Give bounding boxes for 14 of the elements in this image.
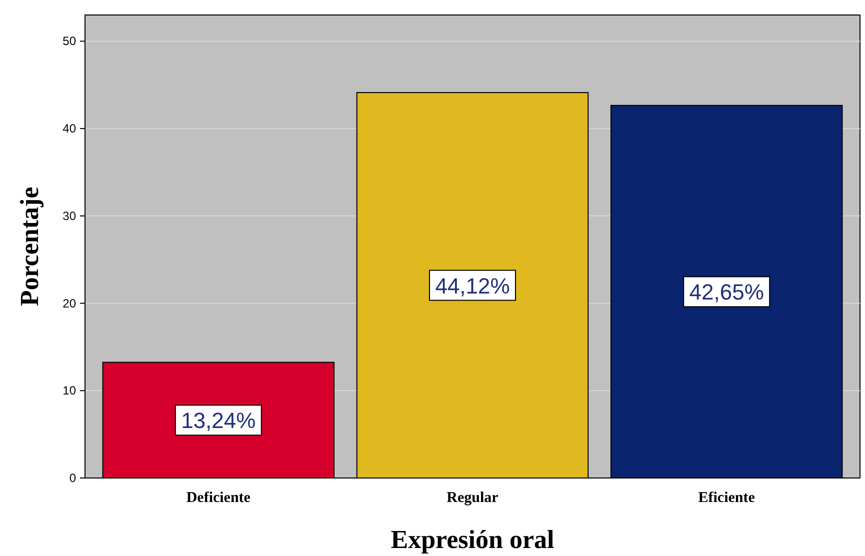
- y-axis-title: Porcentaje: [15, 186, 44, 306]
- x-axis-title: Expresión oral: [390, 525, 554, 554]
- y-tick-label: 0: [69, 471, 76, 485]
- data-label: 13,24%: [181, 408, 256, 434]
- y-tick-label: 30: [62, 208, 76, 223]
- x-tick-label: Deficiente: [186, 490, 251, 506]
- y-tick-label: 40: [62, 122, 76, 136]
- x-tick-label: Eficiente: [698, 490, 756, 506]
- data-label: 42,65%: [689, 280, 764, 305]
- x-tick-label: Regular: [446, 490, 499, 506]
- data-label: 44,12%: [435, 273, 510, 298]
- y-tick-label: 20: [62, 296, 76, 310]
- y-tick-label: 50: [62, 34, 76, 48]
- y-tick-label: 10: [62, 384, 76, 398]
